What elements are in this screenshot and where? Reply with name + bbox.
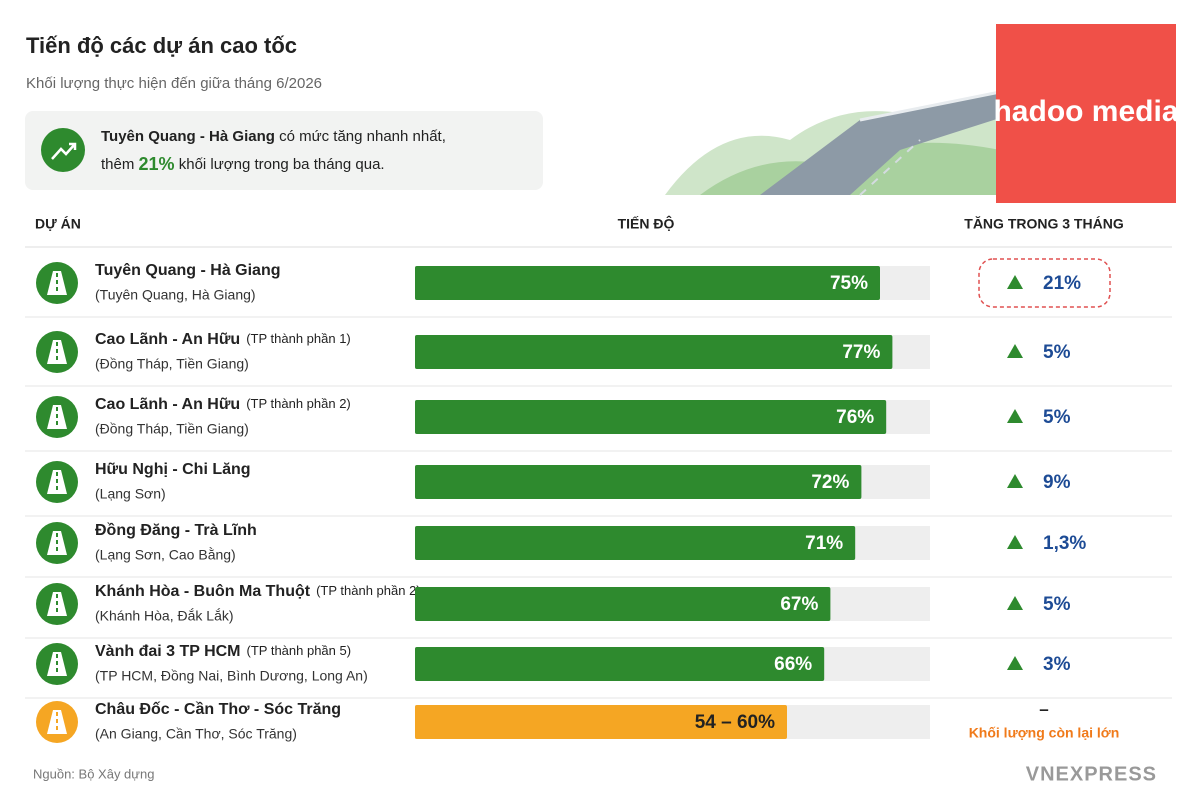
progress-bar bbox=[415, 647, 825, 681]
increase-value: 5% bbox=[1043, 594, 1071, 615]
project-name: Châu Đốc - Cần Thơ - Sóc Trăng bbox=[95, 701, 341, 718]
progress-bar bbox=[415, 465, 862, 499]
project-phase: (TP thành phần 2) bbox=[246, 396, 351, 411]
column-header: TIẾN ĐỘ bbox=[618, 215, 675, 232]
project-name: Cao Lãnh - An Hữu (TP thành phần 2) bbox=[95, 396, 351, 413]
project-name: Hữu Nghị - Chi Lăng bbox=[95, 461, 251, 478]
progress-bar bbox=[415, 400, 887, 434]
rows: Tuyên Quang - Hà Giang (Tuyên Quang, Hà G… bbox=[25, 258, 1172, 743]
callout-text: có mức tăng nhanh nhất, bbox=[279, 128, 446, 145]
callout-line-1: Tuyên Quang - Hà Giang có mức tăng nhanh… bbox=[101, 128, 446, 145]
up-arrow bbox=[1007, 344, 1023, 358]
up-arrow bbox=[1007, 596, 1023, 610]
increase-value: 5% bbox=[1043, 407, 1071, 428]
project-name-text: Cao Lãnh - An Hữu bbox=[95, 396, 240, 413]
illustration bbox=[665, 90, 1040, 196]
callout-highlight: Tuyên Quang - Hà Giang bbox=[101, 128, 275, 145]
up-arrow bbox=[1007, 409, 1023, 423]
progress-label: 76% bbox=[836, 407, 874, 428]
project-name: Đồng Đăng - Trà Lĩnh bbox=[95, 522, 257, 539]
progress-label: 66% bbox=[774, 654, 812, 675]
progress-bar bbox=[415, 705, 787, 739]
project-name-text: Châu Đốc - Cần Thơ - Sóc Trăng bbox=[95, 701, 341, 718]
trend-arrow bbox=[51, 142, 77, 160]
increase-value: 21% bbox=[1043, 273, 1081, 294]
project-phase: (TP thành phần 5) bbox=[247, 643, 352, 658]
project-name-text: Hữu Nghị - Chi Lăng bbox=[95, 461, 251, 478]
project-region: (TP HCM, Đồng Nai, Bình Dương, Long An) bbox=[95, 668, 368, 684]
watermark-box bbox=[996, 24, 1176, 203]
note: Khối lượng còn lại lớn bbox=[969, 725, 1120, 741]
project-region: (An Giang, Cần Thơ, Sóc Trăng) bbox=[95, 726, 297, 742]
project-name-text: Tuyên Quang - Hà Giang bbox=[95, 262, 281, 279]
project-name-text: Khánh Hòa - Buôn Ma Thuột bbox=[95, 583, 311, 600]
increase-value: 1,3% bbox=[1043, 533, 1086, 554]
project-name-text: Cao Lãnh - An Hữu bbox=[95, 331, 240, 348]
project-phase: (TP thành phần 2) bbox=[316, 583, 421, 598]
up-arrow bbox=[1007, 474, 1023, 488]
progress-label: 54 – 60% bbox=[695, 712, 775, 733]
up-arrow bbox=[1007, 656, 1023, 670]
callout-value: 21% bbox=[139, 154, 175, 174]
progress-label: 71% bbox=[805, 533, 843, 554]
callout-line-2: thêm 21% khối lượng trong ba tháng qua. bbox=[101, 154, 385, 174]
subtitle: Khối lượng thực hiện đến giữa tháng 6/20… bbox=[26, 75, 322, 92]
column-header: TĂNG TRONG 3 THÁNG bbox=[964, 216, 1124, 232]
project-phase: (TP thành phần 1) bbox=[246, 331, 351, 346]
callout-box bbox=[25, 111, 543, 190]
callout-text: khối lượng trong ba tháng qua. bbox=[179, 156, 385, 173]
increase-value: 9% bbox=[1043, 472, 1071, 493]
project-name-text: Vành đai 3 TP HCM bbox=[95, 643, 241, 660]
callout-text: thêm bbox=[101, 156, 134, 173]
project-region: (Khánh Hòa, Đắk Lắk) bbox=[95, 608, 234, 624]
up-arrow bbox=[1007, 275, 1023, 289]
up-arrow bbox=[1007, 535, 1023, 549]
title: Tiến độ các dự án cao tốc bbox=[26, 33, 297, 58]
progress-bar bbox=[415, 266, 880, 300]
project-region: (Tuyên Quang, Hà Giang) bbox=[95, 287, 256, 303]
increase-value: – bbox=[1039, 699, 1048, 718]
project-name: Tuyên Quang - Hà Giang bbox=[95, 262, 281, 279]
project-region: (Đồng Tháp, Tiền Giang) bbox=[95, 356, 249, 372]
increase-value: 3% bbox=[1043, 654, 1071, 675]
project-region: (Đồng Tháp, Tiền Giang) bbox=[95, 421, 249, 437]
progress-label: 75% bbox=[830, 273, 868, 294]
highlight-box bbox=[978, 258, 1111, 308]
progress-label: 67% bbox=[780, 594, 818, 615]
progress-label: 77% bbox=[842, 342, 880, 363]
increase-value: 5% bbox=[1043, 342, 1071, 363]
watermark: hadoo media bbox=[993, 95, 1178, 128]
column-header: DỰ ÁN bbox=[35, 216, 81, 232]
project-name: Vành đai 3 TP HCM (TP thành phần 5) bbox=[95, 643, 351, 660]
logo: VNEXPRESS bbox=[1026, 763, 1157, 785]
project-name: Khánh Hòa - Buôn Ma Thuột (TP thành phần … bbox=[95, 583, 421, 600]
progress-bar bbox=[415, 335, 893, 369]
project-name-text: Đồng Đăng - Trà Lĩnh bbox=[95, 522, 257, 539]
progress-bar bbox=[415, 526, 856, 560]
project-name: Cao Lãnh - An Hữu (TP thành phần 1) bbox=[95, 331, 351, 348]
progress-bar bbox=[415, 587, 831, 621]
project-region: (Lạng Sơn, Cao Bằng) bbox=[95, 547, 236, 563]
project-region: (Lạng Sơn) bbox=[95, 486, 166, 502]
progress-label: 72% bbox=[811, 472, 849, 493]
source: Nguồn: Bộ Xây dựng bbox=[33, 766, 154, 781]
